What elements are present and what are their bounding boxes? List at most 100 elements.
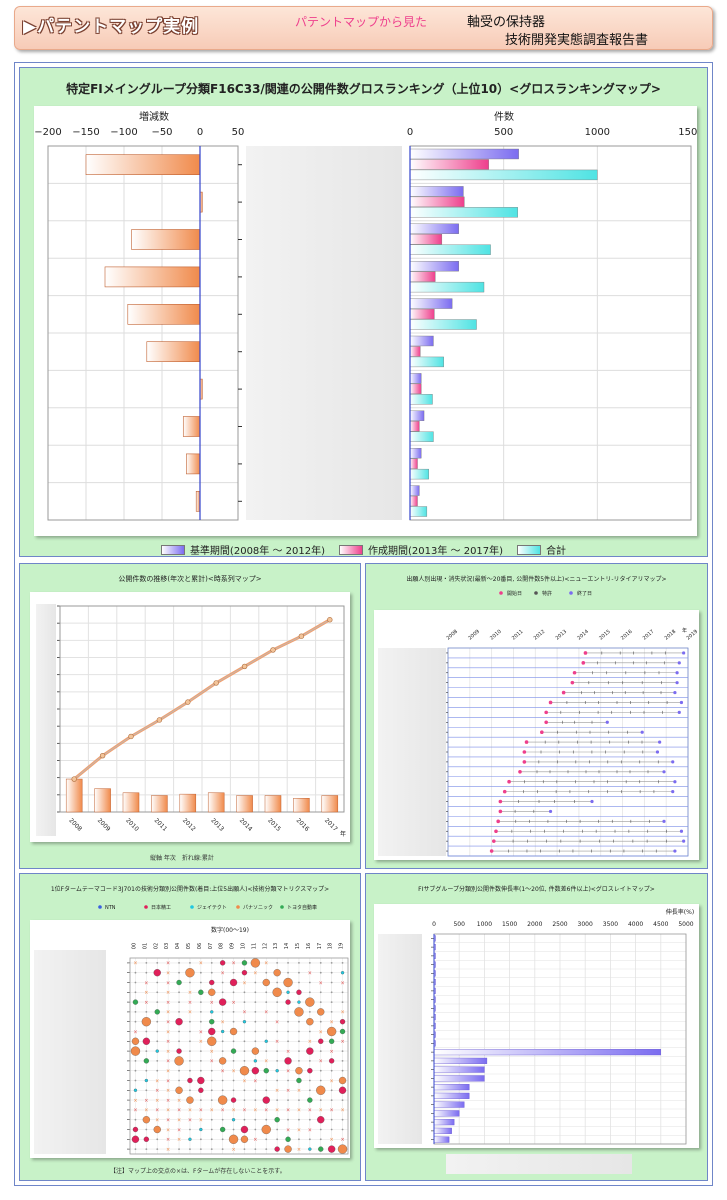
mx-empty-point: [341, 1050, 344, 1052]
mx-no-term-mark: ×: [297, 1108, 301, 1114]
mx-no-term-mark: ×: [297, 1088, 301, 1094]
mx-count-bubble: [144, 1078, 148, 1083]
mx-no-term-mark: ×: [319, 1029, 323, 1035]
mx-no-term-mark: ×: [221, 1020, 225, 1026]
mx-empty-point: [189, 1020, 191, 1023]
gr-tick-label: 0: [432, 921, 436, 928]
growth-bar: [433, 1084, 470, 1091]
total-bar: [409, 169, 598, 181]
mx-no-term-mark: ×: [144, 990, 148, 996]
mx-no-term-mark: ×: [144, 980, 148, 986]
mx-empty-point: [134, 1011, 137, 1013]
mx-count-bubble: [285, 1136, 291, 1142]
mx-empty-point: [254, 991, 257, 994]
mx-count-bubble: [284, 1057, 292, 1065]
mx-empty-point: [319, 1138, 322, 1141]
ts-x-tick-label: 2015: [266, 817, 282, 833]
mx-no-term-mark: ×: [221, 1108, 225, 1114]
total-bar: [409, 356, 444, 368]
mx-empty-point: [287, 971, 289, 974]
mx-no-term-mark: ×: [199, 1029, 203, 1035]
ne-start-marker: [502, 789, 507, 794]
ne-end-marker: [662, 770, 666, 774]
maps-frame: 特定FIメイングループ分類F16C33/関連の公開件数グロスランキング（上位10…: [14, 62, 713, 1186]
ne-end-marker: [662, 819, 666, 823]
mx-no-term-mark: ×: [340, 1137, 344, 1143]
mx-empty-point: [145, 1050, 148, 1052]
mx-empty-point: [308, 1089, 311, 1092]
matrix-panel: 1位Fタームテーマコード3J701の技術分類別公開件数(着目:上位5出願人)<技…: [19, 873, 361, 1181]
growth-bar: [433, 1066, 485, 1073]
mx-no-term-mark: ×: [264, 1059, 268, 1065]
base-period-bar: [409, 448, 422, 459]
mx-count-bubble: [294, 1007, 304, 1017]
mx-column-label: 08: [219, 943, 225, 949]
mx-legend-marker: [98, 905, 102, 909]
mx-count-bubble: [285, 999, 291, 1005]
made-period-bar: [409, 308, 435, 320]
mx-empty-point: [298, 1060, 300, 1062]
mx-empty-point: [232, 1011, 235, 1013]
legend-made-period: 作成期間(2013年 ～ 2017年): [339, 542, 503, 557]
mx-no-term-mark: ×: [253, 1108, 257, 1114]
matrix-axis-label: 数字(00～19): [211, 926, 249, 934]
mx-column-label: 11: [251, 943, 257, 949]
mx-empty-point: [221, 1040, 224, 1043]
ne-start-marker: [581, 661, 586, 665]
subtitle-label: パテントマップから見た: [295, 15, 428, 29]
mx-empty-point: [221, 1079, 224, 1082]
ne-x-tick-label: 2014: [576, 629, 590, 642]
mx-empty-point: [178, 991, 180, 994]
mx-count-bubble: [263, 1068, 269, 1074]
mx-count-bubble: [239, 1066, 250, 1076]
mx-no-term-mark: ×: [199, 1118, 203, 1124]
ne-x-tick-label: 2008: [445, 629, 459, 642]
mx-count-bubble: [209, 1019, 215, 1025]
matrix-legend: NTN 日本精工 ジェイテクト パナソニック トヨタ自動車: [98, 904, 317, 911]
gross-ranking-panel: 特定FIメイングループ分類F16C33/関連の公開件数グロスランキング（上位10…: [19, 67, 708, 557]
mx-empty-point: [298, 1020, 300, 1023]
ne-end-marker: [605, 720, 609, 724]
mx-empty-point: [189, 1128, 191, 1131]
mx-empty-point: [287, 1011, 289, 1013]
mx-empty-point: [232, 971, 235, 974]
mx-no-term-mark: ×: [166, 1029, 170, 1035]
mx-count-bubble: [142, 1037, 150, 1045]
mx-count-bubble: [275, 1069, 279, 1073]
mx-count-bubble: [133, 1088, 138, 1092]
ne-start-marker: [498, 809, 503, 814]
mx-count-bubble: [297, 1000, 301, 1004]
growth-bar: [433, 1092, 470, 1099]
mx-no-term-mark: ×: [166, 1088, 170, 1094]
mx-legend-label: NTN: [105, 905, 116, 911]
mx-empty-point: [178, 1148, 180, 1150]
mx-count-bubble: [229, 978, 238, 987]
mx-empty-point: [221, 1148, 224, 1150]
mx-count-bubble: [240, 1125, 249, 1134]
mx-empty-point: [276, 1030, 279, 1033]
mx-empty-point: [265, 1089, 268, 1092]
mx-empty-point: [199, 1050, 202, 1052]
mx-empty-point: [341, 1099, 344, 1101]
left-tick-label: 50: [232, 127, 245, 138]
mx-count-bubble: [229, 1027, 238, 1036]
mx-empty-point: [243, 1060, 246, 1062]
mx-empty-point: [134, 1079, 137, 1082]
mx-no-term-mark: ×: [166, 961, 170, 967]
mx-count-bubble: [175, 1018, 183, 1026]
mx-empty-point: [276, 1099, 279, 1101]
mx-count-bubble: [210, 1010, 214, 1014]
cumulative-point: [241, 663, 248, 670]
mx-column-label: 04: [175, 943, 181, 949]
mx-no-term-mark: ×: [155, 1098, 159, 1104]
mx-empty-point: [276, 981, 279, 984]
mx-no-term-mark: ×: [155, 1088, 159, 1094]
mx-count-bubble: [306, 1047, 314, 1055]
right-tick-label: 0: [407, 127, 413, 138]
mx-count-bubble: [197, 1076, 205, 1085]
mx-empty-point: [308, 1138, 311, 1141]
mx-empty-point: [319, 1069, 322, 1072]
ne-x-tick-label: 2017: [642, 629, 656, 642]
mx-empty-point: [308, 991, 311, 994]
mx-empty-point: [287, 962, 289, 964]
